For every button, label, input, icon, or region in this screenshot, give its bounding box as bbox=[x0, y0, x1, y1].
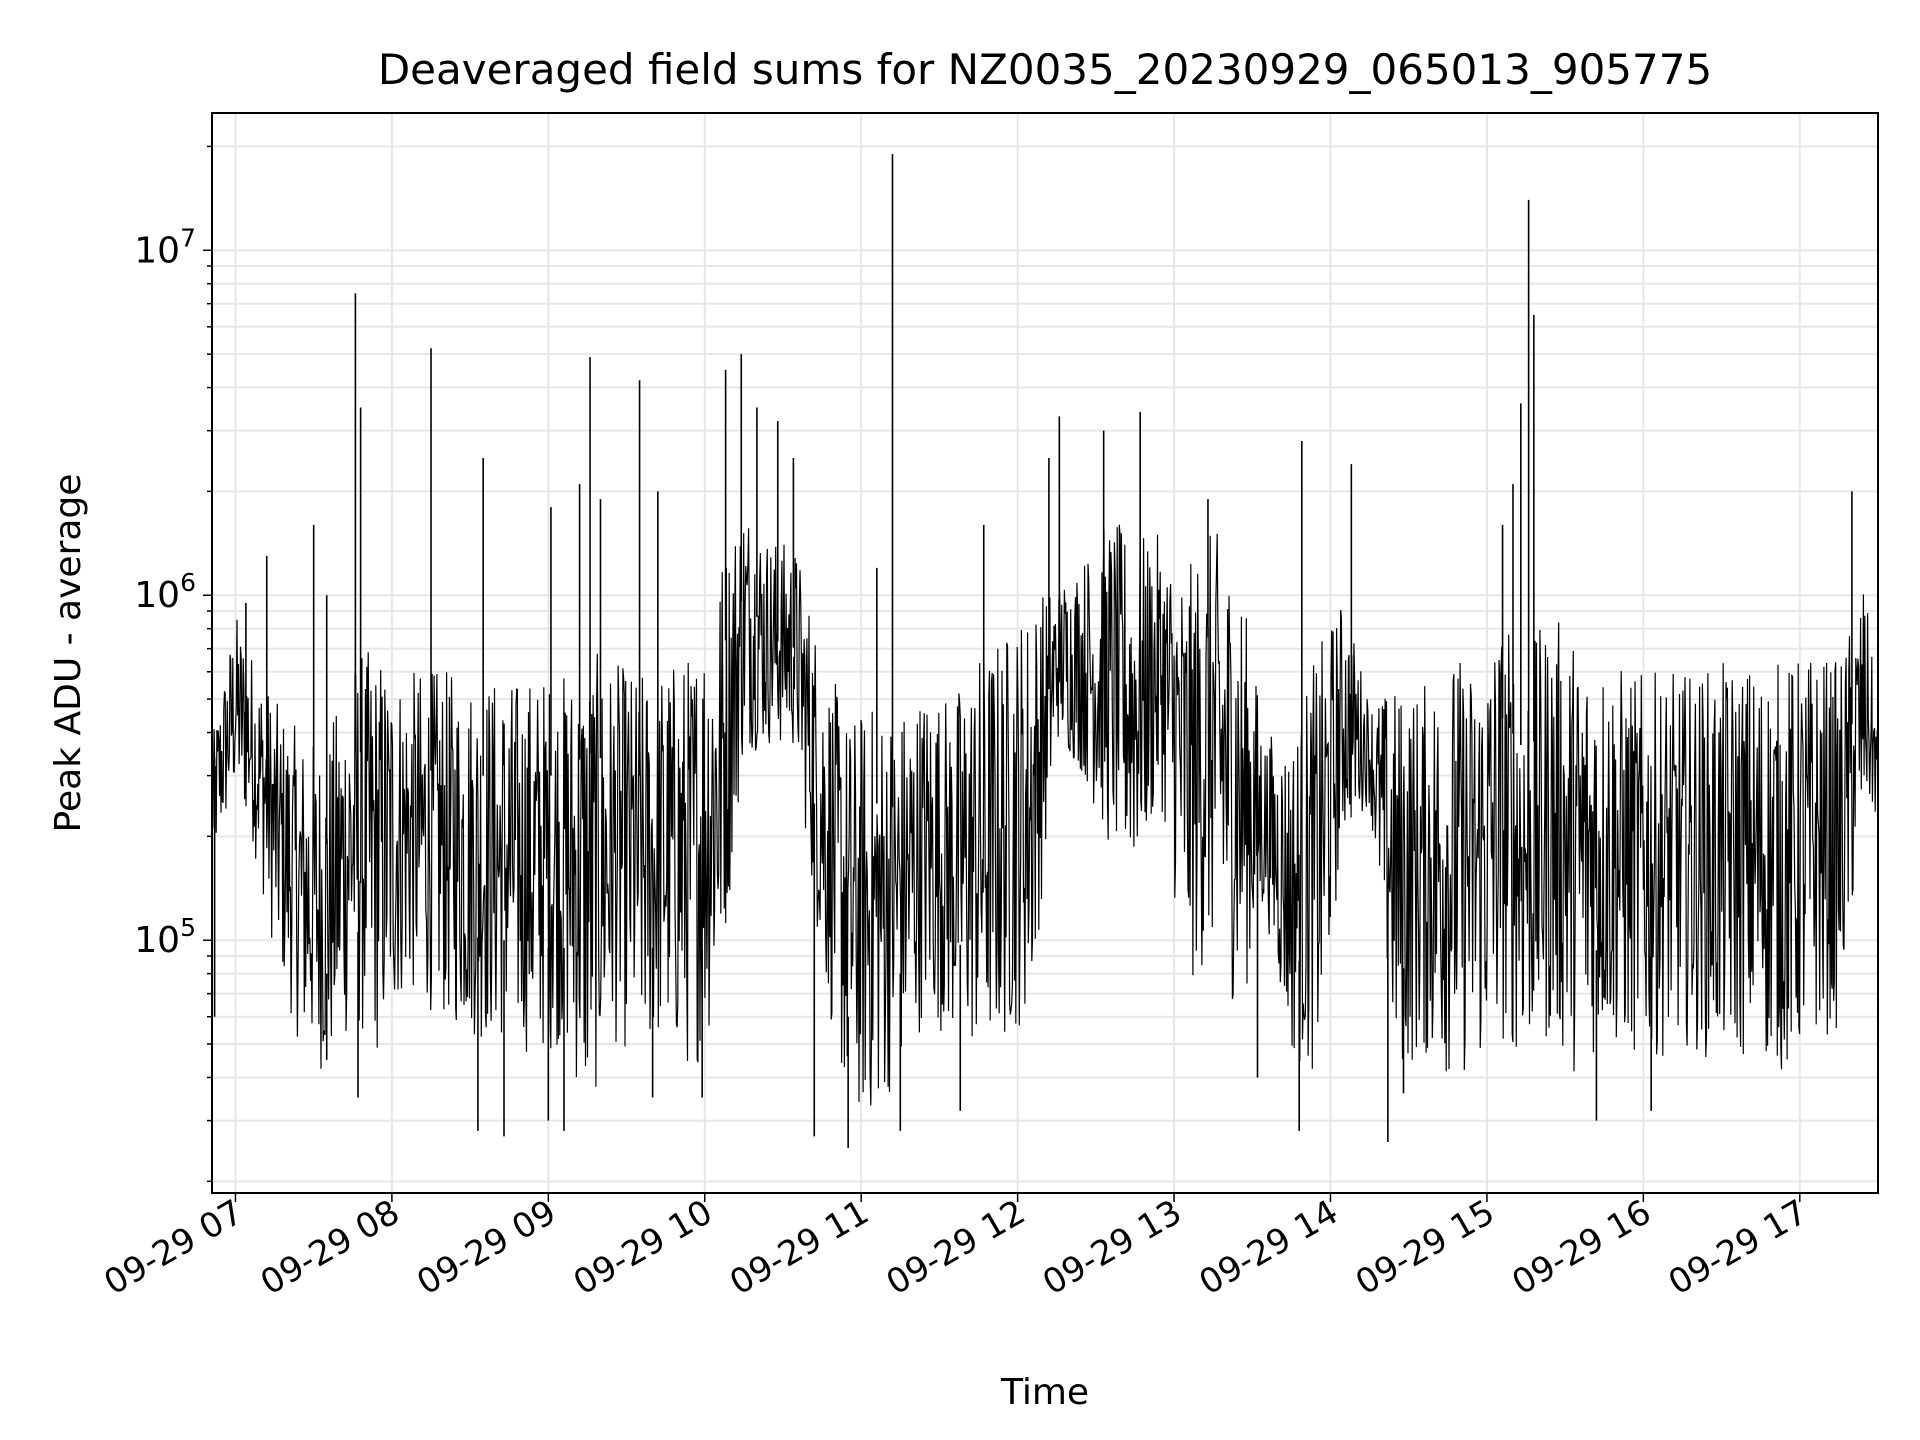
y-axis-label: Peak ADU - average bbox=[48, 474, 89, 833]
data-series bbox=[211, 154, 1879, 1148]
y-tick-label: 106 bbox=[134, 568, 196, 616]
chart-title: Deaveraged field sums for NZ0035_2023092… bbox=[378, 45, 1712, 94]
y-tick-label: 105 bbox=[134, 913, 196, 961]
series-line bbox=[211, 524, 1879, 1106]
x-axis-label: Time bbox=[1000, 1372, 1089, 1413]
y-axis-ticks: 105 106 107 bbox=[134, 145, 212, 1183]
plot-frame bbox=[211, 112, 1879, 1194]
y-tick-label: 107 bbox=[134, 223, 196, 271]
